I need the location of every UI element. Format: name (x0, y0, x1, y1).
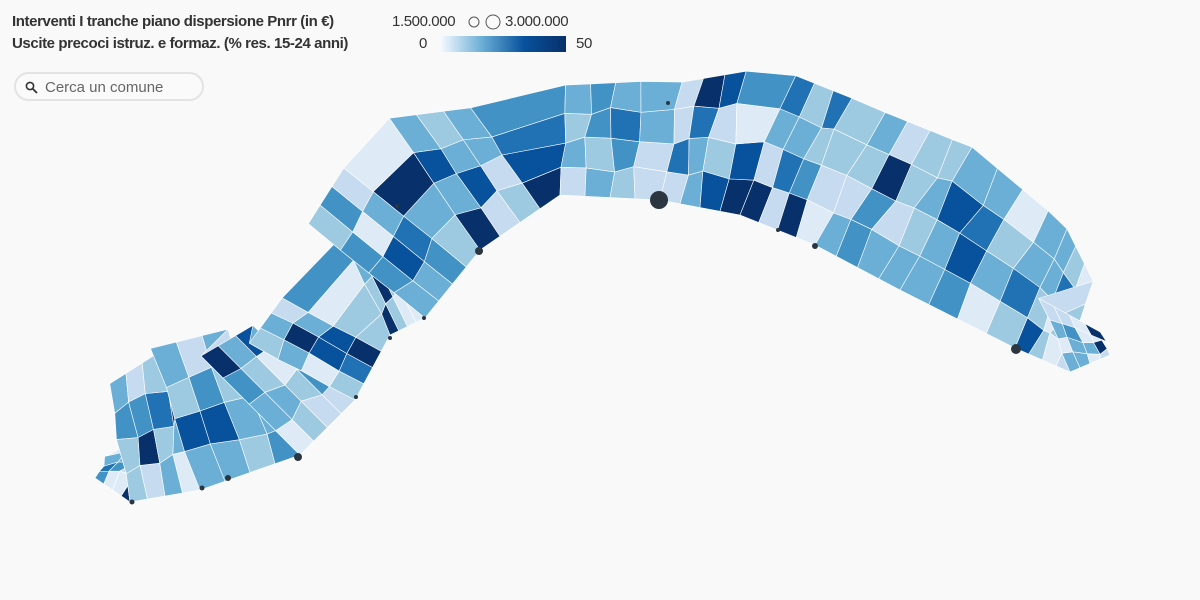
size-legend-max: 3.000.000 (505, 13, 569, 30)
municipality (584, 167, 615, 198)
size-legend-title: Interventi I tranche piano dispersione P… (12, 13, 334, 30)
size-legend-circles (468, 14, 501, 30)
funding-bubble (225, 475, 231, 481)
funding-bubble (650, 191, 668, 209)
funding-bubble (475, 247, 483, 255)
color-legend-ramp (440, 36, 566, 52)
size-circle-small (468, 16, 480, 28)
funding-bubble (812, 243, 818, 249)
municipality (610, 107, 642, 143)
funding-bubble (388, 336, 392, 340)
color-legend-min: 0 (419, 35, 427, 52)
funding-bubble (129, 499, 135, 505)
size-legend-min: 1.500.000 (392, 13, 456, 30)
funding-bubble (422, 316, 426, 320)
municipality (610, 81, 642, 113)
municipality (584, 136, 615, 173)
funding-bubble (776, 228, 780, 232)
funding-bubble (199, 485, 205, 491)
size-circle-large (485, 14, 501, 30)
search-placeholder: Cerca un comune (45, 79, 164, 96)
color-legend-title: Uscite precoci istruz. e formaz. (% res.… (12, 35, 348, 52)
municipality (564, 83, 592, 115)
funding-bubble (1011, 344, 1021, 354)
search-box[interactable]: Cerca un comune (14, 72, 204, 101)
municipality (1084, 322, 1108, 343)
color-legend-max: 50 (576, 35, 592, 52)
funding-bubble (294, 453, 302, 461)
funding-bubble (395, 204, 399, 208)
funding-bubble (354, 395, 358, 399)
search-icon (25, 81, 38, 94)
municipality (559, 166, 587, 197)
funding-bubble (666, 101, 670, 105)
municipality (639, 109, 675, 145)
